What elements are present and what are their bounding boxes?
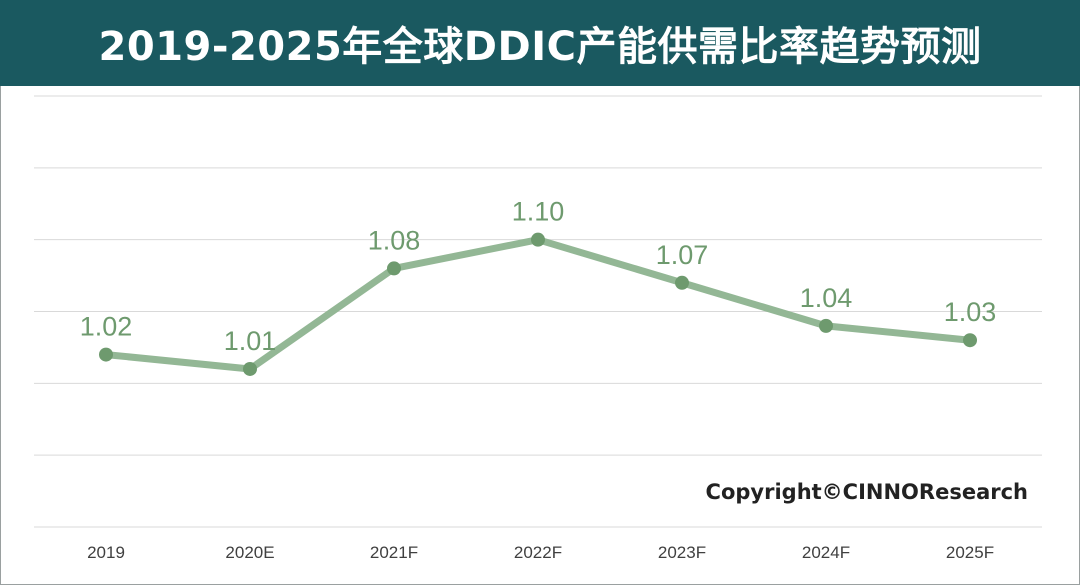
data-point-2024F — [819, 318, 833, 333]
data-point-2022F — [531, 232, 545, 247]
data-labels: 1.02 1.01 1.08 1.10 1.07 1.04 1.03 — [80, 197, 997, 356]
chart-title: 2019-2025年全球DDIC产能供需比率趋势预测 — [98, 24, 982, 70]
x-tick-label-2024F: 2024F — [802, 543, 850, 562]
data-label-2021F: 1.08 — [368, 225, 421, 255]
x-axis: 2019 2020E 2021F 2022F 2023F 2024F 2025F — [87, 543, 994, 562]
copyright-watermark: Copyright©CINNOResearch — [705, 480, 1028, 504]
data-label-2022F: 1.10 — [512, 197, 565, 227]
x-tick-label-2019: 2019 — [87, 543, 125, 562]
x-tick-label-2025F: 2025F — [946, 543, 994, 562]
series-layer — [99, 232, 977, 376]
x-tick-label-2022F: 2022F — [514, 543, 562, 562]
data-point-2021F — [387, 261, 401, 276]
data-label-2020E: 1.01 — [224, 326, 277, 356]
x-tick-label-2021F: 2021F — [370, 543, 418, 562]
gridlines — [34, 95, 1042, 528]
data-label-2025F: 1.03 — [944, 297, 997, 327]
x-tick-label-2023F: 2023F — [658, 543, 706, 562]
data-point-2020E — [243, 361, 257, 376]
data-label-2024F: 1.04 — [800, 283, 853, 313]
data-label-2023F: 1.07 — [656, 240, 709, 270]
title-bar: 2019-2025年全球DDIC产能供需比率趋势预测 — [0, 0, 1080, 86]
data-point-2025F — [963, 333, 977, 348]
data-point-2023F — [675, 275, 689, 290]
data-label-2019: 1.02 — [80, 312, 133, 342]
x-tick-label-2020E: 2020E — [225, 543, 274, 562]
data-point-2019 — [99, 347, 113, 362]
